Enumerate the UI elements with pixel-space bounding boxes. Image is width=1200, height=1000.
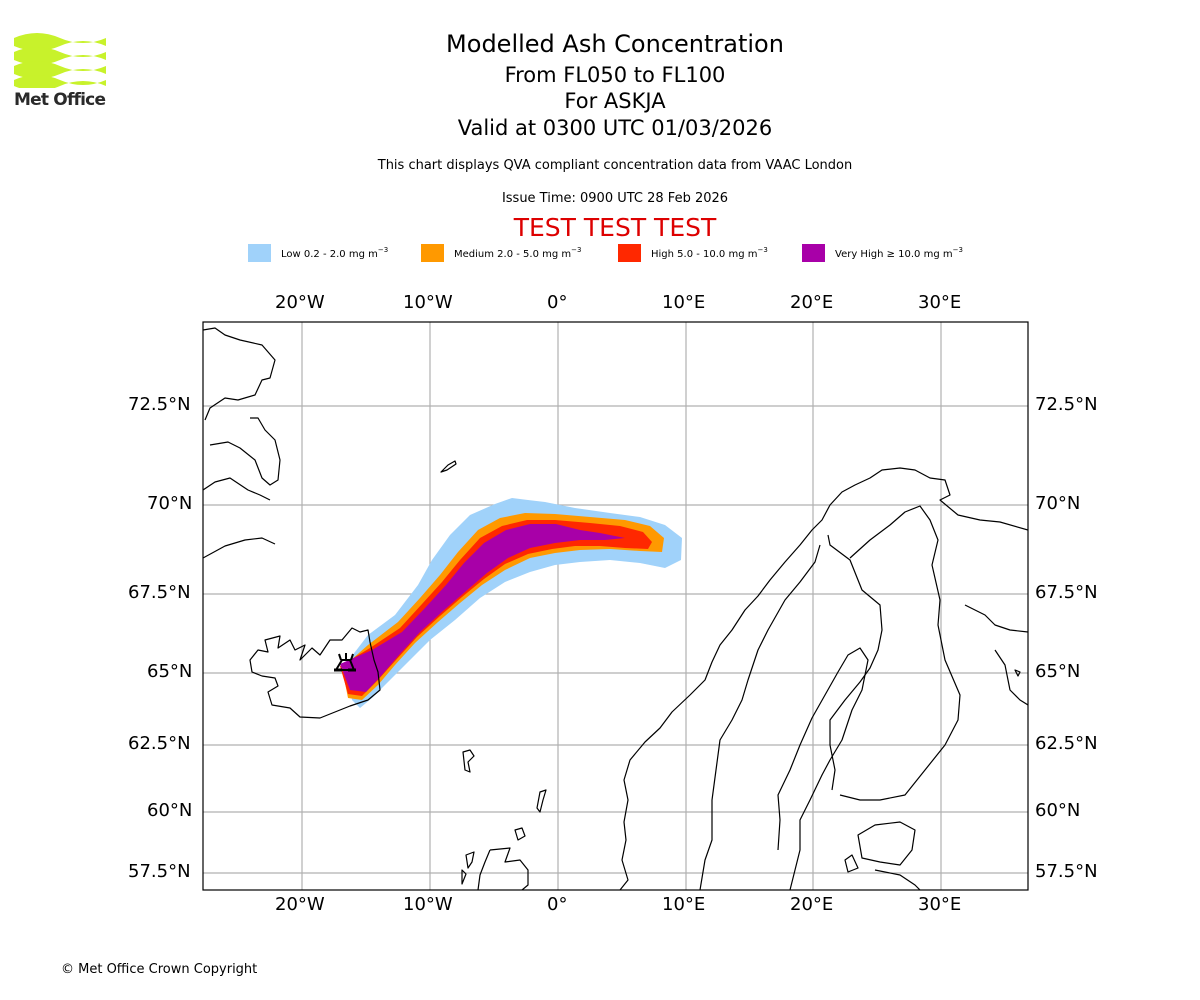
legend-swatch-very-high — [802, 244, 825, 262]
lat-label-right: 57.5°N — [1035, 861, 1098, 882]
lat-label-left: 67.5°N — [128, 582, 191, 603]
lon-label-top: 10°E — [662, 292, 706, 313]
description-text: This chart displays QVA compliant concen… — [377, 158, 853, 173]
chart-title: Modelled Ash Concentration — [446, 30, 784, 58]
met-office-waves-icon — [14, 33, 106, 91]
legend-item-medium: Medium 2.0 - 5.0 mg m−3 — [421, 244, 581, 262]
lon-label-bottom: 30°E — [918, 894, 962, 915]
lat-label-right: 62.5°N — [1035, 733, 1098, 754]
lat-label-right: 65°N — [1035, 661, 1081, 682]
valid-time: Valid at 0300 UTC 01/03/2026 — [457, 116, 773, 140]
lon-label-bottom: 20°W — [275, 894, 325, 915]
legend-swatch-high — [618, 244, 641, 262]
legend-label-medium: Medium 2.0 - 5.0 mg m — [454, 249, 572, 260]
ash-very-high-region — [340, 524, 625, 692]
legend-item-very-high: Very High ≥ 10.0 mg m−3 — [802, 244, 963, 262]
coast-finland — [827, 505, 961, 801]
coast-norway — [619, 467, 1028, 890]
coast-sweden — [699, 544, 869, 890]
lat-label-left: 60°N — [147, 800, 193, 821]
lon-label-bottom: 10°E — [662, 894, 706, 915]
map-frame — [202, 321, 1029, 891]
lat-label-right: 70°N — [1035, 493, 1081, 514]
lat-label-left: 65°N — [147, 661, 193, 682]
ash-plume — [340, 498, 682, 708]
lon-label-top: 20°W — [275, 292, 325, 313]
lon-label-bottom: 0° — [547, 894, 568, 915]
logo-text: Met Office — [14, 90, 106, 110]
lon-label-top: 30°E — [918, 292, 962, 313]
ash-low-region — [345, 498, 682, 708]
coastlines — [203, 327, 1028, 890]
coast-scotland — [461, 827, 529, 890]
coast-faroes — [462, 749, 475, 773]
flight-levels: From FL050 to FL100 — [504, 63, 726, 87]
volcano-name: For ASKJA — [564, 89, 666, 113]
test-banner: TEST TEST TEST — [513, 213, 717, 242]
lat-label-left: 72.5°N — [128, 394, 191, 415]
legend-item-low: Low 0.2 - 2.0 mg m−3 — [248, 244, 388, 262]
issue-time: Issue Time: 0900 UTC 28 Feb 2026 — [501, 191, 729, 206]
coast-jan-mayen — [440, 460, 457, 473]
coast-russia — [964, 604, 1028, 706]
lat-label-right: 67.5°N — [1035, 582, 1098, 603]
legend-swatch-medium — [421, 244, 444, 262]
legend-item-high: High 5.0 - 10.0 mg m−3 — [618, 244, 768, 262]
lon-label-top: 0° — [547, 292, 568, 313]
coast-shetland — [536, 789, 547, 813]
lat-label-left: 70°N — [147, 493, 193, 514]
legend-label-very-high: Very High ≥ 10.0 mg m — [835, 249, 953, 260]
map-background — [203, 322, 1028, 890]
met-office-logo: Met Office — [14, 30, 109, 112]
lat-label-left: 57.5°N — [128, 861, 191, 882]
legend-swatch-low — [248, 244, 271, 262]
lon-label-top: 20°E — [790, 292, 834, 313]
legend-label-high: High 5.0 - 10.0 mg m — [651, 249, 758, 260]
lon-label-bottom: 10°W — [403, 894, 453, 915]
lat-label-right: 60°N — [1035, 800, 1081, 821]
lon-label-top: 10°W — [403, 292, 453, 313]
volcano-icon — [334, 653, 356, 672]
legend-label-low: Low 0.2 - 2.0 mg m — [281, 249, 378, 260]
lat-label-right: 72.5°N — [1035, 394, 1098, 415]
copyright-notice: © Met Office Crown Copyright — [61, 962, 258, 977]
coast-baltic — [844, 821, 921, 890]
lon-label-bottom: 20°E — [790, 894, 834, 915]
lat-label-left: 62.5°N — [128, 733, 191, 754]
coast-greenland — [203, 327, 281, 559]
coast-iceland — [249, 627, 381, 719]
